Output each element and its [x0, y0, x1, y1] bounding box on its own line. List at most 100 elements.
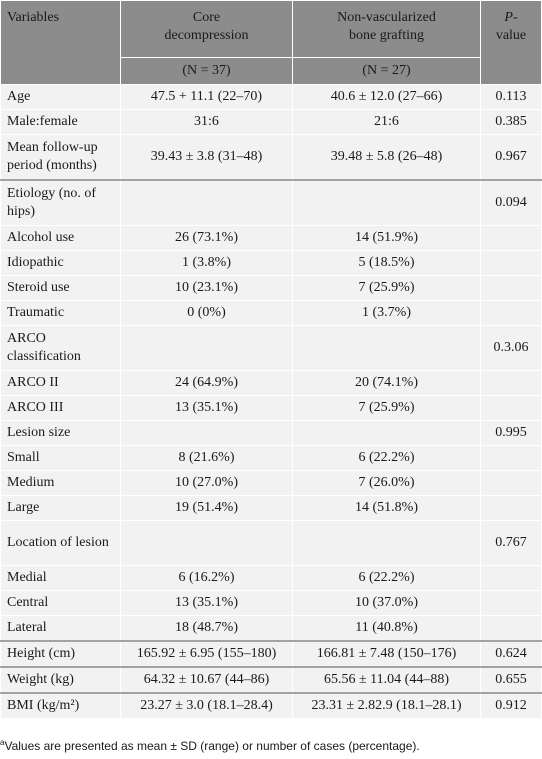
- row-label: Traumatic: [0, 300, 121, 326]
- cell-p-value: 0.3.06: [480, 325, 542, 371]
- cell-nonvasc: 14 (51.9%): [292, 225, 481, 251]
- row-label: Etiology (no. of hips): [0, 179, 121, 226]
- footnote: aValues are presented as mean ± SD (rang…: [0, 738, 420, 753]
- cell-p-value: [480, 395, 542, 421]
- row-label: BMI (kg/m²): [0, 692, 121, 719]
- cell-p-value: 0.655: [480, 666, 542, 694]
- cell-p-value: 0.767: [480, 520, 542, 566]
- table-row: Medial 6 (16.2%) 6 (22.2%): [0, 565, 542, 591]
- header-p-italic: P: [504, 10, 513, 25]
- cell-nonvasc: 5 (18.5%): [292, 250, 481, 276]
- cell-core: 64.32 ± 10.67 (44–86): [120, 666, 293, 694]
- table-row: Height (cm) 165.92 ± 6.95 (155–180) 166.81…: [0, 640, 542, 668]
- cell-core: 1 (3.8%): [120, 250, 293, 276]
- cell-nonvasc: 1 (3.7%): [292, 300, 481, 326]
- table-row: Mean follow-up period (months) 39.43 ± 3.…: [0, 134, 542, 181]
- cell-core: 47.5 + 11.1 (22–70): [120, 84, 293, 110]
- table-row: Traumatic 0 (0%) 1 (3.7%): [0, 300, 542, 326]
- cell-nonvasc: [292, 179, 481, 226]
- row-label: ARCO II: [0, 370, 121, 396]
- cell-p-value: [480, 250, 542, 276]
- row-label: Age: [0, 84, 121, 110]
- table-row: Large 19 (51.4%) 14 (51.8%): [0, 495, 542, 521]
- table-row: ARCO classification 0.3.06: [0, 325, 542, 371]
- row-label: ARCO classification: [0, 325, 121, 371]
- cell-p-value: [480, 445, 542, 471]
- cell-p-value: 0.995: [480, 420, 542, 446]
- cell-core: 24 (64.9%): [120, 370, 293, 396]
- cell-core: 6 (16.2%): [120, 565, 293, 591]
- cell-p-value: [480, 225, 542, 251]
- header-nonvasc-line1: Non-vascularized: [337, 10, 436, 25]
- table-row: ARCO III 13 (35.1%) 7 (25.9%): [0, 395, 542, 421]
- header-p-value: P- value: [480, 0, 542, 85]
- header-non-vascularized: Non-vascularized bone grafting: [292, 0, 481, 58]
- row-label: Mean follow-up period (months): [0, 134, 121, 181]
- cell-nonvasc: 166.81 ± 7.48 (150–176): [292, 640, 481, 668]
- table-row: Lesion size 0.995: [0, 420, 542, 446]
- cell-p-value: [480, 565, 542, 591]
- cell-nonvasc: 6 (22.2%): [292, 565, 481, 591]
- row-label: Large: [0, 495, 121, 521]
- row-label: Weight (kg): [0, 666, 121, 694]
- cell-p-value: [480, 470, 542, 496]
- header-n-nonvasc: (N = 27): [292, 57, 481, 85]
- row-label: Small: [0, 445, 121, 471]
- header-n-core: (N = 37): [120, 57, 293, 85]
- cell-core: 19 (51.4%): [120, 495, 293, 521]
- cell-nonvasc: 11 (40.8%): [292, 615, 481, 642]
- footnote-text: Values are presented as mean ± SD (range…: [4, 739, 420, 753]
- cell-p-value: 0.912: [480, 692, 542, 719]
- header-variables: Variables: [0, 0, 121, 85]
- cell-core: [120, 179, 293, 226]
- cell-core: [120, 325, 293, 371]
- row-label: Medial: [0, 565, 121, 591]
- cell-p-value: 0.624: [480, 640, 542, 668]
- table-row: Small 8 (21.6%) 6 (22.2%): [0, 445, 542, 471]
- cell-nonvasc: 7 (26.0%): [292, 470, 481, 496]
- cell-core: 8 (21.6%): [120, 445, 293, 471]
- table-row: Location of lesion 0.767: [0, 520, 542, 566]
- header-p-line1: P-: [487, 9, 535, 27]
- row-label: ARCO III: [0, 395, 121, 421]
- cell-core: [120, 520, 293, 566]
- row-label: Lesion size: [0, 420, 121, 446]
- cell-nonvasc: [292, 520, 481, 566]
- table-row: Central 13 (35.1%) 10 (37.0%): [0, 590, 542, 616]
- row-label: Height (cm): [0, 640, 121, 668]
- cell-p-value: 0.113: [480, 84, 542, 110]
- cell-core: 18 (48.7%): [120, 615, 293, 642]
- cell-core: 13 (35.1%): [120, 590, 293, 616]
- cell-nonvasc: 7 (25.9%): [292, 275, 481, 301]
- cell-nonvasc: 39.48 ± 5.8 (26–48): [292, 134, 481, 181]
- row-label: Alcohol use: [0, 225, 121, 251]
- table-row: Medium 10 (27.0%) 7 (26.0%): [0, 470, 542, 496]
- cell-nonvasc: 23.31 ± 2.82.9 (18.1–28.1): [292, 692, 481, 719]
- table-row: Weight (kg) 64.32 ± 10.67 (44–86) 65.56 ± …: [0, 666, 542, 694]
- table-row: Male:female 31:6 21:6 0.385: [0, 109, 542, 135]
- cell-core: 23.27 ± 3.0 (18.1–28.4): [120, 692, 293, 719]
- cell-p-value: [480, 275, 542, 301]
- header-core-line2: decompression: [164, 28, 249, 43]
- table-row: ARCO II 24 (64.9%) 20 (74.1%): [0, 370, 542, 396]
- cell-core: 10 (27.0%): [120, 470, 293, 496]
- cell-nonvasc: 14 (51.8%): [292, 495, 481, 521]
- row-label: Central: [0, 590, 121, 616]
- row-label: Lateral: [0, 615, 121, 642]
- header-nonvasc-line2: bone grafting: [348, 28, 425, 43]
- header-p-line2: value: [495, 28, 527, 43]
- cell-p-value: [480, 300, 542, 326]
- table-row: Idiopathic 1 (3.8%) 5 (18.5%): [0, 250, 542, 276]
- cell-core: 26 (73.1%): [120, 225, 293, 251]
- table-row: Lateral 18 (48.7%) 11 (40.8%): [0, 615, 542, 642]
- row-label: Steroid use: [0, 275, 121, 301]
- table-row: Alcohol use 26 (73.1%) 14 (51.9%): [0, 225, 542, 251]
- cell-core: 13 (35.1%): [120, 395, 293, 421]
- row-label: Medium: [0, 470, 121, 496]
- table-body: Age 47.5 + 11.1 (22–70) 40.6 ± 12.0 (27–66…: [0, 84, 542, 719]
- cell-p-value: 0.094: [480, 179, 542, 226]
- cell-nonvasc: 10 (37.0%): [292, 590, 481, 616]
- cell-nonvasc: 21:6: [292, 109, 481, 135]
- cell-p-value: [480, 615, 542, 642]
- cell-nonvasc: 7 (25.9%): [292, 395, 481, 421]
